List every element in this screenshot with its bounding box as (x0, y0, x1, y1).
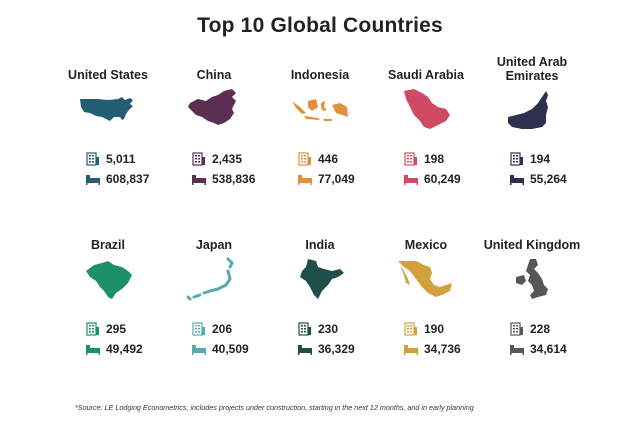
country-card-mexico: Mexico 190 34,736 (373, 225, 479, 385)
bed-icon (86, 175, 100, 185)
rooms-stat: 34,614 (509, 341, 567, 357)
bed-icon (404, 175, 418, 185)
country-name: Brazil (90, 238, 126, 252)
countries-row-2: Brazil 295 49,492 Japan (55, 225, 585, 385)
rooms-count: 60,249 (424, 172, 461, 186)
source-footnote: *Source: LE Lodging Econometrics, includ… (75, 403, 474, 412)
hotels-stat: 206 (191, 321, 232, 337)
bed-icon (192, 175, 206, 185)
country-name: Indonesia (290, 68, 350, 82)
bed-icon (404, 345, 418, 355)
country-name: United Kingdom (483, 238, 581, 252)
rooms-stat: 40,509 (191, 341, 249, 357)
indonesia-map (292, 99, 348, 121)
rooms-count: 538,836 (212, 172, 256, 186)
page-title: Top 10 Global Countries (197, 14, 443, 37)
mexico-map (398, 261, 452, 297)
building-icon (298, 152, 311, 166)
rooms-count: 49,492 (106, 342, 143, 356)
rooms-stat: 49,492 (85, 341, 143, 357)
hotels-count: 230 (318, 322, 339, 336)
hotels-stat: 194 (509, 151, 550, 167)
china-map (188, 89, 236, 125)
bed-icon (192, 345, 206, 355)
country-card-saudi-arabia: Saudi Arabia 198 60,249 (373, 55, 479, 215)
building-icon (192, 322, 205, 336)
bed-icon (298, 175, 312, 185)
hotels-stat: 198 (403, 151, 444, 167)
country-card-united-states: United States 5,011 608,837 (55, 55, 161, 215)
building-icon (510, 152, 523, 166)
hotels-stat: 295 (85, 321, 126, 337)
building-icon (86, 322, 99, 336)
country-card-indonesia: Indonesia 446 (267, 55, 373, 215)
rooms-stat: 60,249 (403, 171, 461, 187)
bed-icon (86, 345, 100, 355)
india-map (300, 259, 344, 299)
country-name: Saudi Arabia (388, 68, 464, 82)
country-card-brazil: Brazil 295 49,492 (55, 225, 161, 385)
building-icon (86, 152, 99, 166)
hotels-stat: 228 (509, 321, 550, 337)
rooms-stat: 77,049 (297, 171, 355, 187)
rooms-count: 34,614 (530, 342, 567, 356)
uae-map (508, 91, 548, 129)
country-name: United Arab Emirates (496, 55, 568, 83)
country-card-united-kingdom: United Kingdom 228 34,614 (479, 225, 585, 385)
hotels-count: 194 (530, 152, 551, 166)
country-card-china: China 2,435 538,836 (161, 55, 267, 215)
hotels-stat: 2,435 (191, 151, 242, 167)
bed-icon (298, 345, 312, 355)
country-card-india: India 230 36,329 (267, 225, 373, 385)
country-card-united-arab-emirates: United Arab Emirates 194 55,264 (479, 55, 585, 215)
rooms-stat: 538,836 (191, 171, 255, 187)
hotels-count: 295 (106, 322, 127, 336)
countries-row-1: United States 5,011 608,837 China (55, 55, 585, 215)
hotels-stat: 5,011 (85, 151, 135, 167)
building-icon (404, 152, 417, 166)
rooms-count: 36,329 (318, 342, 355, 356)
country-card-japan: Japan 206 40,509 (161, 225, 267, 385)
rooms-count: 77,049 (318, 172, 355, 186)
hotels-count: 206 (212, 322, 233, 336)
saudi-arabia-map (404, 89, 450, 129)
hotels-stat: 446 (297, 151, 338, 167)
rooms-count: 34,736 (424, 342, 461, 356)
bed-icon (510, 345, 524, 355)
building-icon (298, 322, 311, 336)
hotels-count: 190 (424, 322, 445, 336)
country-name: India (305, 238, 335, 252)
rooms-count: 55,264 (530, 172, 567, 186)
rooms-stat: 36,329 (297, 341, 355, 357)
hotels-count: 2,435 (212, 152, 243, 166)
country-name: United States (68, 68, 148, 82)
hotels-stat: 230 (297, 321, 338, 337)
building-icon (510, 322, 523, 336)
country-name: Mexico (404, 238, 448, 252)
rooms-count: 608,837 (106, 172, 150, 186)
rooms-stat: 55,264 (509, 171, 567, 187)
usa-map (80, 97, 133, 121)
brazil-map (86, 261, 132, 299)
country-name: Japan (195, 238, 233, 252)
country-name: China (196, 68, 232, 82)
building-icon (192, 152, 205, 166)
hotels-count: 228 (530, 322, 551, 336)
hotels-stat: 190 (403, 321, 444, 337)
hotels-count: 5,011 (106, 152, 136, 166)
building-icon (404, 322, 417, 336)
united-kingdom-map (516, 259, 548, 299)
rooms-count: 40,509 (212, 342, 249, 356)
rooms-stat: 608,837 (85, 171, 149, 187)
bed-icon (510, 175, 524, 185)
japan-map (186, 257, 234, 301)
rooms-stat: 34,736 (403, 341, 461, 357)
hotels-count: 446 (318, 152, 339, 166)
hotels-count: 198 (424, 152, 445, 166)
